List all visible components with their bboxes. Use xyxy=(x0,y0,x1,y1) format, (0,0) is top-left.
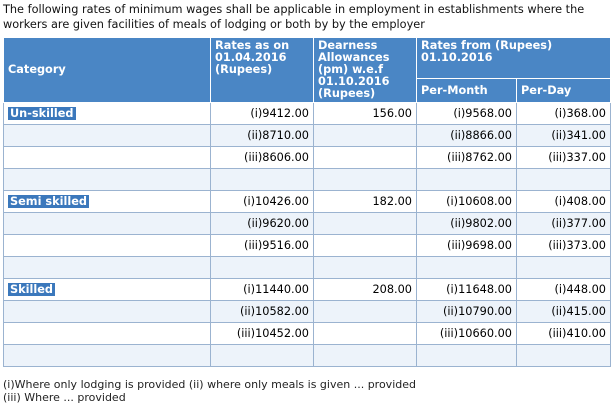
category-cell: Semi skilled xyxy=(3,190,211,213)
header-rates-as-on: Rates as on 01.04.2016 (Rupees) xyxy=(210,37,314,103)
table-row: (iii)9516.00 (iii)9698.00 (iii)373.00 xyxy=(3,234,611,257)
da-cell: 208.00 xyxy=(313,278,417,301)
category-cell: Skilled xyxy=(3,278,211,301)
header-dearness-allowance: Dearness Allowances (pm) w.e.f 01.10.201… xyxy=(313,37,417,103)
rate-cell: (iii)8606.00 xyxy=(210,146,314,169)
rate-cell: (ii)8710.00 xyxy=(210,124,314,147)
per-day-cell: (iii)337.00 xyxy=(516,146,611,169)
rate-cell: (iii)10452.00 xyxy=(210,322,314,345)
rate-cell: (ii)9620.00 xyxy=(210,212,314,235)
rate-cell: (i)9412.00 xyxy=(210,102,314,125)
per-day-cell: (iii)373.00 xyxy=(516,234,611,257)
category-label: Un-skilled xyxy=(8,107,76,120)
spacer-row xyxy=(3,168,611,191)
table-row: Skilled (i)11440.00 208.00 (i)11648.00 (… xyxy=(3,278,611,301)
header-category: Category xyxy=(3,37,211,103)
per-month-cell: (iii)9698.00 xyxy=(416,234,517,257)
per-day-cell: (i)368.00 xyxy=(516,102,611,125)
per-month-cell: (ii)10790.00 xyxy=(416,300,517,323)
per-month-cell: (ii)8866.00 xyxy=(416,124,517,147)
per-day-cell: (ii)377.00 xyxy=(516,212,611,235)
per-day-cell: (iii)410.00 xyxy=(516,322,611,345)
table-row: (iii)8606.00 (iii)8762.00 (iii)337.00 xyxy=(3,146,611,169)
da-cell: 182.00 xyxy=(313,190,417,213)
footnote-line-2: (iii) Where ... provided xyxy=(3,391,126,403)
table-row: Un-skilled (i)9412.00 156.00 (i)9568.00 … xyxy=(3,102,611,125)
per-day-cell: (ii)415.00 xyxy=(516,300,611,323)
table-row: (ii)10582.00 (ii)10790.00 (ii)415.00 xyxy=(3,300,611,323)
per-month-cell: (i)11648.00 xyxy=(416,278,517,301)
spacer-row xyxy=(3,344,611,367)
per-month-cell: (iii)8762.00 xyxy=(416,146,517,169)
category-label: Skilled xyxy=(8,283,56,296)
spacer-row xyxy=(3,256,611,279)
rate-cell: (iii)9516.00 xyxy=(210,234,314,257)
header-per-day: Per-Day xyxy=(516,78,611,103)
category-cell: Un-skilled xyxy=(3,102,211,125)
minimum-wages-table: Category Rates as on 01.04.2016 (Rupees)… xyxy=(3,37,611,367)
footnote-line-1: (i)Where only lodging is provided (ii) w… xyxy=(3,378,416,391)
per-day-cell: (i)448.00 xyxy=(516,278,611,301)
da-cell: 156.00 xyxy=(313,102,417,125)
per-month-cell: (i)9568.00 xyxy=(416,102,517,125)
category-label: Semi skilled xyxy=(8,195,89,208)
rate-cell: (i)11440.00 xyxy=(210,278,314,301)
table-header-row: Category Rates as on 01.04.2016 (Rupees)… xyxy=(3,37,611,103)
table-row: Semi skilled (i)10426.00 182.00 (i)10608… xyxy=(3,190,611,213)
per-month-cell: (ii)9802.00 xyxy=(416,212,517,235)
per-day-cell: (i)408.00 xyxy=(516,190,611,213)
per-month-cell: (iii)10660.00 xyxy=(416,322,517,345)
intro-text: The following rates of minimum wages sha… xyxy=(3,3,585,31)
table-subheader-row: Per-Month Per-Day xyxy=(4,78,611,103)
per-month-cell: (i)10608.00 xyxy=(416,190,517,213)
table-row: (ii)8710.00 (ii)8866.00 (ii)341.00 xyxy=(3,124,611,147)
header-per-month: Per-Month xyxy=(416,78,517,103)
table-row: (ii)9620.00 (ii)9802.00 (ii)377.00 xyxy=(3,212,611,235)
rate-cell: (ii)10582.00 xyxy=(210,300,314,323)
per-day-cell: (ii)341.00 xyxy=(516,124,611,147)
rate-cell: (i)10426.00 xyxy=(210,190,314,213)
header-rates-from: Rates from (Rupees) 01.10.2016 xyxy=(416,37,611,79)
table-row: (iii)10452.00 (iii)10660.00 (iii)410.00 xyxy=(3,322,611,345)
